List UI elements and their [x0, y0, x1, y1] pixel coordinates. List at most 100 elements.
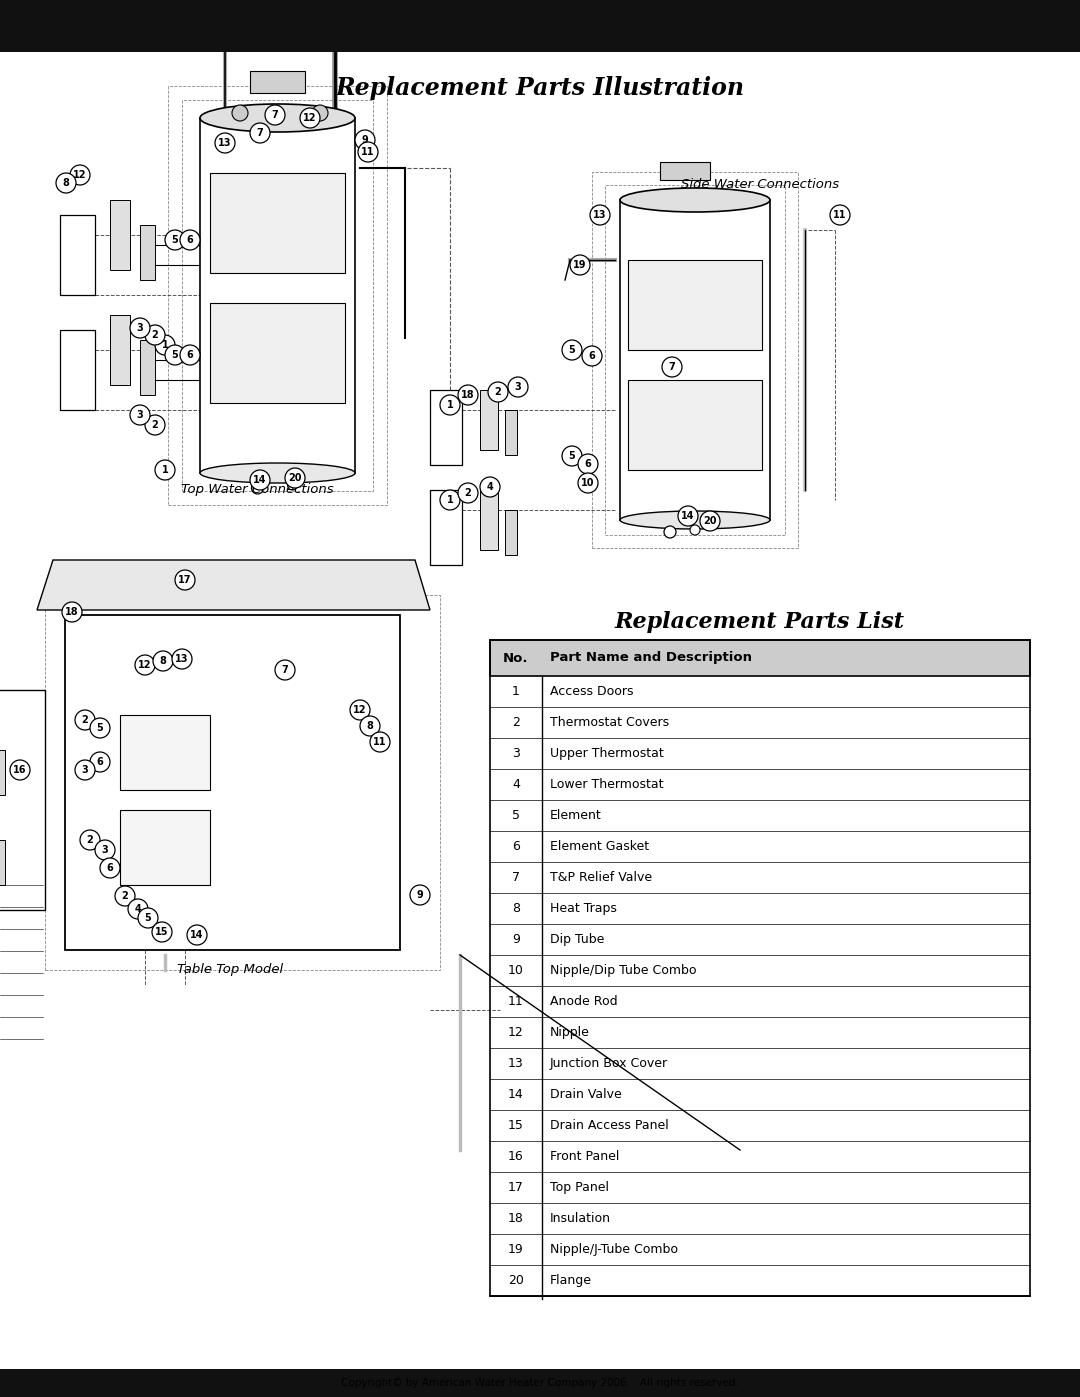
Text: 4: 4 — [487, 482, 494, 492]
Text: 3: 3 — [515, 381, 522, 393]
Circle shape — [249, 469, 270, 490]
Text: 14: 14 — [190, 930, 204, 940]
Circle shape — [130, 319, 150, 338]
Text: 1: 1 — [162, 339, 168, 351]
Circle shape — [152, 922, 172, 942]
Circle shape — [285, 468, 305, 488]
Text: 8: 8 — [160, 657, 166, 666]
Bar — [480, 490, 498, 550]
Text: 5: 5 — [172, 351, 178, 360]
Circle shape — [831, 205, 850, 225]
Text: 8: 8 — [366, 721, 374, 731]
Circle shape — [232, 105, 248, 122]
Text: 11: 11 — [361, 147, 375, 156]
Text: 3: 3 — [512, 747, 519, 760]
Text: 2: 2 — [82, 715, 89, 725]
Circle shape — [180, 231, 200, 250]
Text: No.: No. — [503, 651, 529, 665]
Text: 16: 16 — [508, 1150, 524, 1162]
Text: 12: 12 — [508, 1025, 524, 1039]
Text: Dip Tube: Dip Tube — [550, 933, 605, 946]
Text: 5: 5 — [569, 345, 576, 355]
Text: Part Name and Description: Part Name and Description — [550, 651, 752, 665]
Text: Element Gasket: Element Gasket — [550, 840, 649, 854]
Bar — [210, 173, 345, 272]
Text: 9: 9 — [362, 136, 368, 145]
Bar — [110, 314, 130, 386]
Text: Upper Thermostat: Upper Thermostat — [550, 747, 664, 760]
Bar — [660, 162, 710, 180]
Circle shape — [578, 454, 598, 474]
Circle shape — [458, 386, 478, 405]
Circle shape — [360, 717, 380, 736]
Bar — [183, 101, 373, 490]
Circle shape — [662, 358, 681, 377]
Bar — [0, 0, 1080, 52]
Circle shape — [153, 651, 173, 671]
Circle shape — [165, 345, 185, 365]
Circle shape — [175, 570, 195, 590]
Text: Replacement Parts List: Replacement Parts List — [615, 610, 905, 633]
Text: 13: 13 — [508, 1058, 524, 1070]
Text: 2: 2 — [464, 488, 471, 497]
Circle shape — [62, 602, 82, 622]
Bar — [490, 640, 1030, 676]
Circle shape — [90, 718, 110, 738]
Text: 14: 14 — [681, 511, 694, 521]
Circle shape — [300, 108, 320, 129]
Text: 15: 15 — [156, 928, 168, 937]
Text: Drain Access Panel: Drain Access Panel — [550, 1119, 669, 1132]
Text: 8: 8 — [63, 177, 69, 189]
Text: 7: 7 — [272, 110, 279, 120]
Circle shape — [508, 377, 528, 397]
Text: 5: 5 — [569, 451, 576, 461]
Text: 18: 18 — [461, 390, 475, 400]
Text: 20: 20 — [703, 515, 717, 527]
Circle shape — [252, 482, 264, 495]
Bar — [60, 330, 95, 409]
Text: 17: 17 — [508, 1180, 524, 1194]
Text: 9: 9 — [512, 933, 519, 946]
Ellipse shape — [200, 103, 355, 131]
Circle shape — [275, 659, 295, 680]
Bar — [97, 647, 368, 918]
Circle shape — [70, 165, 90, 184]
Circle shape — [145, 415, 165, 434]
Text: 4: 4 — [512, 778, 519, 791]
Bar — [45, 595, 440, 970]
Text: Heat Traps: Heat Traps — [550, 902, 617, 915]
Bar — [0, 1369, 1080, 1397]
Circle shape — [562, 339, 582, 360]
Text: Access Doors: Access Doors — [550, 685, 634, 698]
Text: Flange: Flange — [550, 1274, 592, 1287]
Text: 11: 11 — [834, 210, 847, 219]
Polygon shape — [62, 573, 408, 604]
Bar — [0, 840, 5, 886]
Text: 2: 2 — [495, 387, 501, 397]
Circle shape — [578, 474, 598, 493]
FancyBboxPatch shape — [620, 200, 770, 520]
Text: 6: 6 — [589, 351, 595, 360]
Text: T&P Relief Valve: T&P Relief Valve — [550, 870, 652, 884]
Circle shape — [664, 527, 676, 538]
Text: 16: 16 — [13, 766, 27, 775]
Bar — [0, 750, 5, 795]
Text: 2: 2 — [86, 835, 93, 845]
Text: Junction Box Cover: Junction Box Cover — [550, 1058, 669, 1070]
Bar — [77, 627, 388, 937]
Bar — [490, 640, 1030, 1296]
Text: 2: 2 — [122, 891, 129, 901]
Text: 14: 14 — [508, 1088, 524, 1101]
Text: Nipple/Dip Tube Combo: Nipple/Dip Tube Combo — [550, 964, 697, 977]
Text: 3: 3 — [137, 409, 144, 420]
Bar — [140, 225, 156, 279]
Text: 5: 5 — [172, 235, 178, 244]
Text: 13: 13 — [593, 210, 607, 219]
Text: Nipple: Nipple — [550, 1025, 590, 1039]
Circle shape — [215, 133, 235, 154]
Text: 6: 6 — [107, 863, 113, 873]
Text: 7: 7 — [512, 870, 519, 884]
Polygon shape — [37, 560, 430, 610]
Circle shape — [172, 650, 192, 669]
Circle shape — [350, 700, 370, 719]
